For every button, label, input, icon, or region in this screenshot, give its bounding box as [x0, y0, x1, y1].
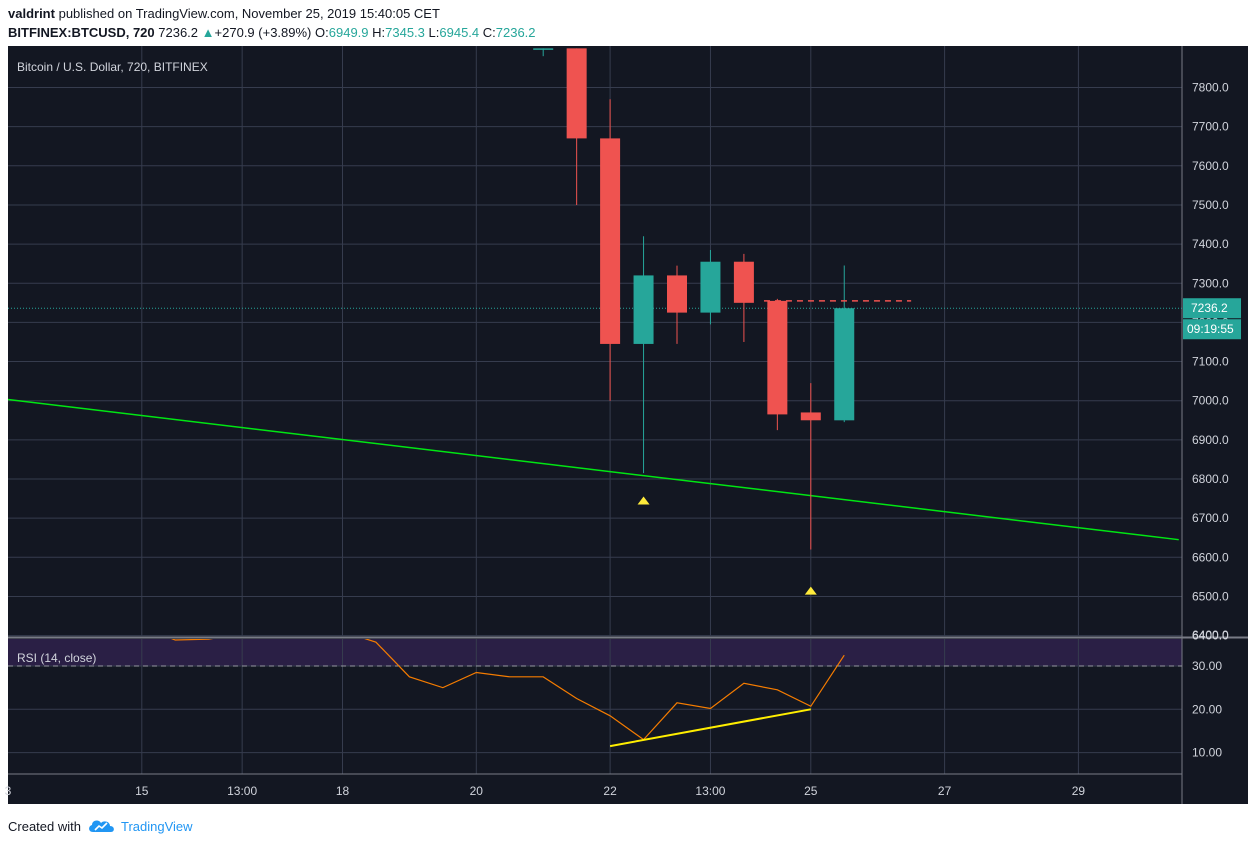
price-tick-label: 6700.0: [1192, 511, 1229, 525]
time-tick-label: 20: [470, 784, 484, 798]
time-tick-label: 18: [336, 784, 350, 798]
low-label: L:: [428, 25, 440, 40]
candle: [767, 298, 788, 431]
candle-body: [667, 275, 687, 313]
high-value: 7345.3: [385, 25, 425, 40]
close-value: 7236.2: [495, 25, 536, 40]
candle-body: [600, 138, 621, 344]
close-label: C:: [482, 25, 496, 40]
candle: [633, 236, 654, 474]
time-tick-label: 29: [1072, 784, 1086, 798]
time-tick-label: 13:00: [695, 784, 725, 798]
time-tick-label: 3: [5, 784, 12, 798]
triangle-marker-icon: [637, 496, 650, 505]
publish-info: valdrint published on TradingView.com, N…: [8, 6, 440, 21]
chart-background: [8, 46, 1248, 804]
support-trendline: [8, 398, 1179, 541]
candle: [533, 48, 554, 57]
price-tick-label: 6600.0: [1192, 550, 1229, 564]
price-tick-label: 7700.0: [1192, 120, 1229, 134]
candle-body: [700, 261, 721, 313]
open-label: O:: [315, 25, 329, 40]
candle: [566, 48, 587, 205]
current-price-label: 7236.2: [1191, 301, 1228, 315]
candle: [700, 249, 721, 325]
tradingview-cloud-icon: [89, 820, 114, 832]
open-value: 6949.9: [328, 25, 369, 40]
symbol-legend: BITFINEX:BTCUSD, 720 7236.2 ▲+270.9 (+3.…: [8, 25, 536, 40]
candle-body: [566, 48, 587, 139]
candle-body: [767, 300, 788, 415]
candle: [733, 253, 754, 342]
candle: [834, 265, 855, 423]
price-tick-label: 6500.0: [1192, 589, 1229, 603]
candle-body: [633, 275, 654, 344]
candle: [800, 383, 821, 550]
time-tick-label: 27: [938, 784, 952, 798]
price-tick-label: 7500.0: [1192, 198, 1229, 212]
price-tick-label: 7400.0: [1192, 237, 1229, 251]
candle-body: [733, 261, 754, 303]
publish-text: published on TradingView.com, November 2…: [58, 6, 440, 21]
time-tick-label: 22: [603, 784, 617, 798]
countdown-label: 09:19:55: [1187, 322, 1234, 336]
footer: Created with TradingView: [8, 818, 193, 834]
candle-body: [800, 412, 821, 421]
rsi-divergence-line: [609, 708, 811, 748]
chart-title: Bitcoin / U.S. Dollar, 720, BITFINEX: [17, 60, 208, 74]
last-price: 7236.2: [158, 25, 199, 40]
price-tick-label: 7800.0: [1192, 81, 1229, 95]
candle-body: [834, 308, 855, 421]
time-tick-label: 13:00: [227, 784, 257, 798]
candle: [600, 99, 621, 401]
up-arrow-icon: ▲: [201, 25, 215, 40]
tradingview-brand[interactable]: TradingView: [120, 818, 193, 834]
price-tick-label: 6400.0: [1192, 628, 1229, 642]
low-value: 6945.4: [439, 25, 480, 40]
price-tick-label: 6400.0: [1192, 629, 1229, 643]
rsi-tick-label: 10.00: [1192, 746, 1222, 760]
price-change: +270.9 (+3.89%): [214, 25, 312, 40]
time-tick-label: 25: [804, 784, 818, 798]
author-name[interactable]: valdrint: [8, 6, 55, 21]
high-label: H:: [372, 25, 386, 40]
time-tick-label: 15: [135, 784, 149, 798]
candle: [667, 265, 687, 344]
rsi-line: [170, 639, 845, 741]
price-tick-label: 7600.0: [1192, 159, 1229, 173]
rsi-tick-label: 30.00: [1192, 659, 1222, 673]
rsi-tick-label: 20.00: [1192, 702, 1222, 716]
created-with-text: Created with: [8, 818, 81, 834]
price-tick-label: 6800.0: [1192, 472, 1229, 486]
price-tick-label: 7100.0: [1192, 355, 1229, 369]
current-price-tag: [1183, 298, 1241, 319]
symbol-name[interactable]: BITFINEX:BTCUSD, 720: [8, 25, 155, 40]
price-tick-label: 7000.0: [1192, 394, 1229, 408]
triangle-marker-icon: [804, 586, 817, 595]
price-tick-label: 6900.0: [1192, 433, 1229, 447]
price-tick-label: 7300.0: [1192, 276, 1229, 290]
candle-body: [533, 48, 554, 50]
rsi-title: RSI (14, close): [17, 651, 96, 665]
countdown-tag: [1183, 319, 1241, 340]
rsi-band: [8, 639, 1182, 666]
